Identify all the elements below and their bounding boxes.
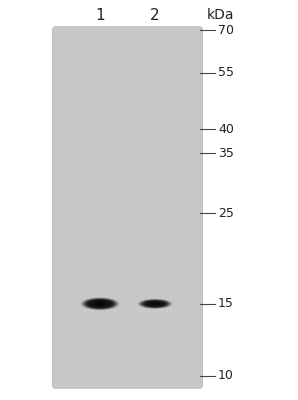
Ellipse shape <box>137 298 173 309</box>
Ellipse shape <box>86 299 114 308</box>
Text: 2: 2 <box>150 8 160 22</box>
Ellipse shape <box>95 302 105 306</box>
FancyBboxPatch shape <box>53 27 202 388</box>
Ellipse shape <box>139 299 171 308</box>
Ellipse shape <box>148 302 162 306</box>
Ellipse shape <box>89 300 111 307</box>
Ellipse shape <box>146 301 164 306</box>
Ellipse shape <box>95 302 105 306</box>
Ellipse shape <box>89 300 111 308</box>
Ellipse shape <box>150 302 160 306</box>
Text: 1: 1 <box>95 8 105 22</box>
Ellipse shape <box>151 303 159 305</box>
Ellipse shape <box>85 299 115 309</box>
Ellipse shape <box>91 301 108 307</box>
Text: kDa: kDa <box>207 8 235 22</box>
Ellipse shape <box>150 302 160 305</box>
Ellipse shape <box>82 298 118 310</box>
Ellipse shape <box>138 299 172 309</box>
Ellipse shape <box>84 298 116 309</box>
Ellipse shape <box>98 303 102 304</box>
Ellipse shape <box>97 303 103 305</box>
Ellipse shape <box>80 297 120 310</box>
Ellipse shape <box>87 300 113 308</box>
Ellipse shape <box>93 301 107 306</box>
Ellipse shape <box>145 301 164 306</box>
Text: 55: 55 <box>218 66 234 79</box>
Ellipse shape <box>152 303 158 305</box>
Ellipse shape <box>81 298 119 310</box>
Text: 40: 40 <box>218 123 234 136</box>
Ellipse shape <box>83 298 117 310</box>
Ellipse shape <box>94 302 106 306</box>
Text: 15: 15 <box>218 297 234 310</box>
Ellipse shape <box>153 303 157 304</box>
Text: 10: 10 <box>218 369 234 382</box>
Ellipse shape <box>141 300 169 308</box>
Text: 25: 25 <box>218 206 234 220</box>
Text: 35: 35 <box>218 147 234 160</box>
Ellipse shape <box>143 300 167 307</box>
Ellipse shape <box>96 302 104 305</box>
Ellipse shape <box>148 302 163 306</box>
Ellipse shape <box>145 301 165 307</box>
Ellipse shape <box>142 300 168 308</box>
Ellipse shape <box>149 302 161 306</box>
Ellipse shape <box>140 300 170 308</box>
Ellipse shape <box>144 300 166 307</box>
Text: 70: 70 <box>218 24 234 36</box>
Ellipse shape <box>91 301 109 307</box>
